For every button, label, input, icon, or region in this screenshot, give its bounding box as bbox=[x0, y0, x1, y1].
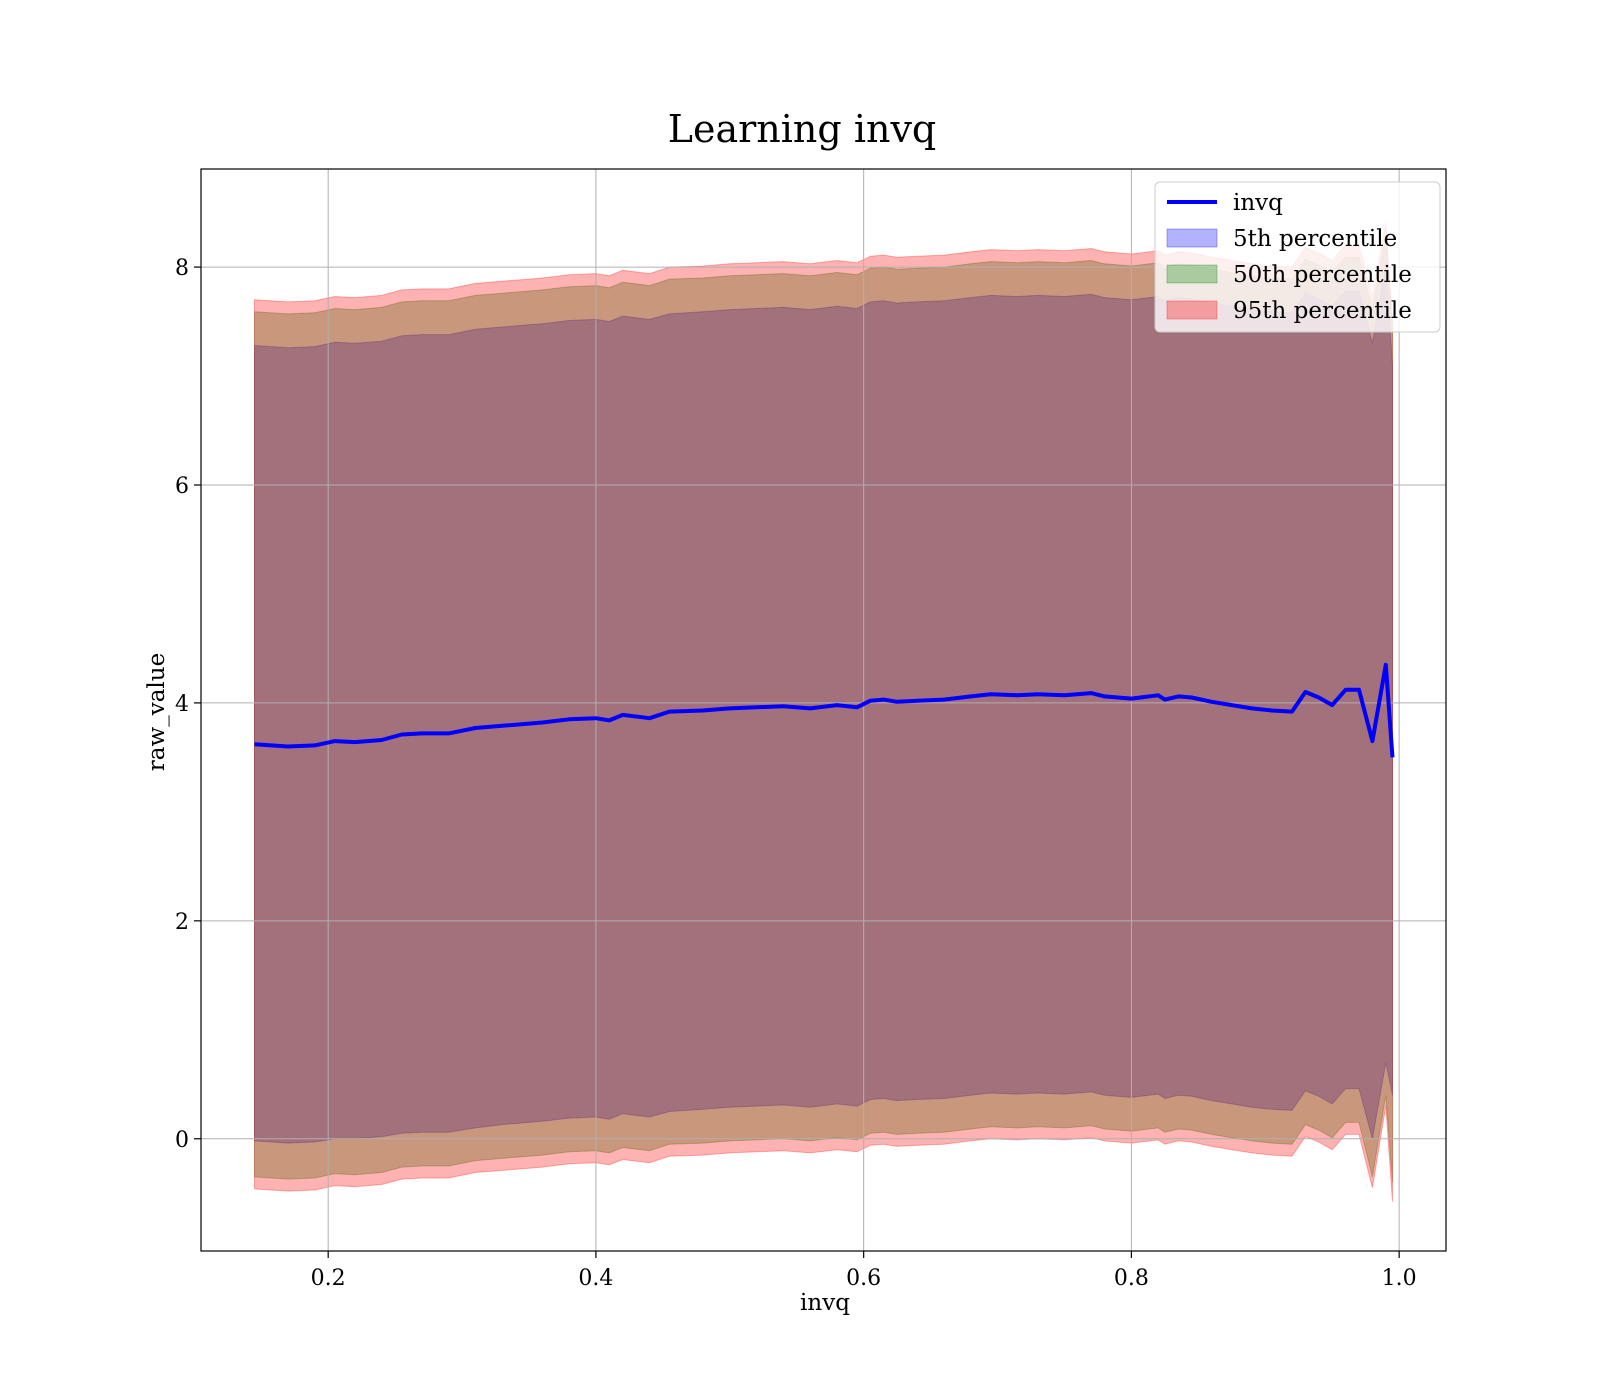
legend-label-invq: invq bbox=[1233, 190, 1283, 216]
band-95th-percentile bbox=[254, 222, 1393, 1203]
x-tick-label: 0.4 bbox=[578, 1266, 613, 1291]
legend-swatch-5th-percentile bbox=[1166, 228, 1218, 248]
legend-swatch-50th-percentile bbox=[1166, 264, 1218, 284]
legend-box bbox=[1154, 181, 1441, 333]
y-tick-label: 6 bbox=[175, 474, 189, 499]
y-axis-label: raw_value bbox=[144, 653, 170, 771]
plot-area: 0.2 0.4 0.6 0.8 1.0 0 2 4 6 8 bbox=[175, 168, 1447, 1291]
y-tick-label: 8 bbox=[175, 256, 189, 281]
legend-swatch-95th-percentile bbox=[1166, 300, 1218, 320]
x-tick-label: 1.0 bbox=[1382, 1266, 1417, 1291]
plot-frame bbox=[200, 168, 1447, 1252]
series-line-invq bbox=[254, 662, 1395, 758]
y-tick-label: 2 bbox=[175, 910, 189, 935]
y-tick-label: 0 bbox=[175, 1128, 189, 1153]
legend-label-50th-percentile: 50th percentile bbox=[1233, 262, 1412, 288]
y-tick-label: 4 bbox=[175, 692, 189, 717]
chart-title: Learning invq bbox=[668, 107, 936, 151]
plot-background bbox=[201, 169, 1446, 1251]
legend-label-5th-percentile: 5th percentile bbox=[1233, 226, 1397, 252]
legend-label-95th-percentile: 95th percentile bbox=[1233, 298, 1412, 324]
x-tick-label: 0.2 bbox=[311, 1266, 346, 1291]
x-tick-label: 0.6 bbox=[846, 1266, 881, 1291]
legend: invq 5th percentile 50th percentile 95th pe… bbox=[1154, 181, 1441, 333]
x-tick-label: 0.8 bbox=[1114, 1266, 1149, 1291]
x-axis-label: invq bbox=[800, 1290, 850, 1316]
